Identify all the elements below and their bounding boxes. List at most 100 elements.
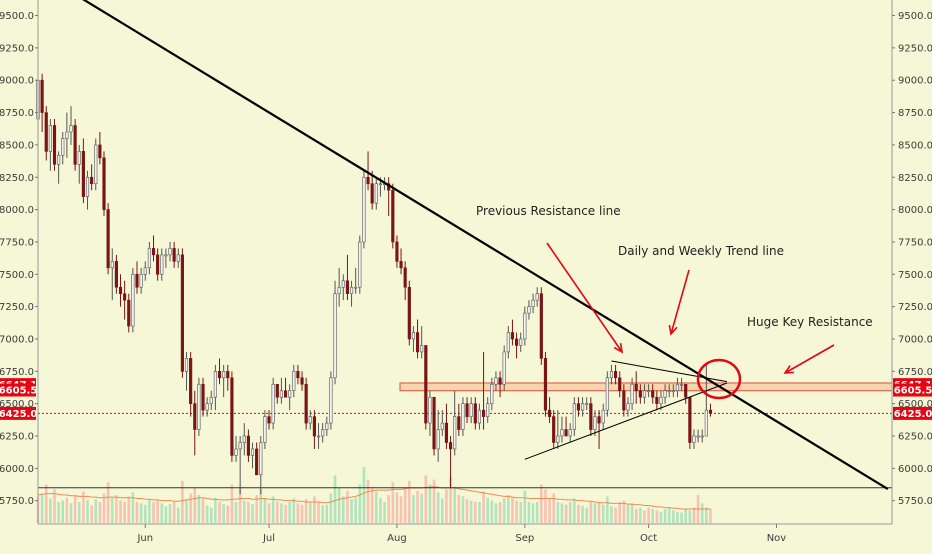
candle (622, 384, 626, 417)
candle (180, 248, 184, 378)
volume-bar (486, 497, 489, 523)
candle-body (424, 345, 428, 424)
candle-body (259, 442, 263, 476)
y-tick-label: 7250.0 (898, 302, 932, 313)
candle-body (312, 416, 316, 437)
candle-body (69, 125, 73, 133)
volume-bar (218, 502, 221, 523)
volume-bar (507, 495, 510, 523)
candle-body (523, 312, 527, 340)
volume-bar (214, 497, 217, 523)
volume-bar (511, 497, 514, 523)
candle (172, 241, 176, 268)
candle (288, 384, 292, 411)
candle (61, 131, 65, 165)
candle (40, 73, 44, 132)
candle (366, 151, 370, 191)
candle (539, 287, 543, 365)
candle (168, 241, 172, 262)
price-badge: 6605.5 (893, 383, 932, 397)
candle (292, 364, 296, 398)
candle-body (292, 371, 296, 392)
volume-bar (639, 507, 642, 523)
candle-body (395, 241, 399, 262)
candle-body (304, 383, 308, 424)
candle-body (391, 189, 395, 243)
candle-body (572, 403, 576, 430)
candle (370, 170, 374, 210)
y-tick-label: 5750.0 (0, 496, 34, 507)
candle-body (461, 403, 465, 430)
candle (527, 300, 531, 320)
y-tick-label: 5750.0 (898, 496, 932, 507)
arrow-head (783, 365, 795, 374)
volume-bar (688, 510, 692, 523)
candle-body (329, 377, 333, 424)
volume-bar (300, 504, 304, 523)
candle (81, 138, 85, 204)
volume-bar (395, 492, 399, 523)
candle (114, 254, 118, 294)
candle-body (354, 286, 358, 289)
candle-body (552, 416, 556, 443)
candle-body (531, 299, 535, 307)
y-tick-label: 6000.0 (0, 464, 34, 475)
price-badge-label: 6605.5 (894, 386, 932, 397)
candle (601, 403, 605, 430)
volume-bar (606, 496, 609, 523)
candle (618, 371, 622, 398)
candle-body (519, 338, 523, 346)
candle (230, 371, 234, 462)
candle (465, 397, 469, 424)
volume-bar (441, 498, 444, 523)
volume-bar (329, 493, 333, 523)
volume-bar (49, 498, 52, 523)
volume-bar (263, 497, 267, 523)
candle-body (543, 358, 548, 411)
candle-body (597, 416, 601, 424)
annotation-previous-resistance: Previous Resistance line (476, 204, 621, 218)
x-tick-label: Aug (387, 533, 407, 544)
candle (448, 436, 453, 488)
y-tick-label: 8500.0 (898, 140, 932, 151)
candle (477, 403, 482, 430)
candle-body (308, 416, 312, 424)
candle (502, 345, 506, 391)
candle-body (448, 442, 453, 450)
volume-bar (354, 497, 357, 523)
volume-bar (610, 506, 613, 523)
candle (118, 274, 123, 307)
volume-bar (684, 509, 687, 523)
candle (457, 403, 461, 437)
candle (704, 364, 708, 437)
candle-body (341, 280, 345, 288)
volume-bar (131, 492, 135, 523)
candle (490, 377, 494, 411)
arrow-shaft (670, 269, 690, 335)
y-tick-label: 9000.0 (898, 76, 932, 87)
candle-body (61, 138, 65, 156)
volume-bar (408, 481, 411, 523)
volume-bar (205, 505, 209, 523)
triangle-line (524, 382, 728, 460)
candle-body (230, 377, 234, 456)
candle-body (510, 332, 515, 340)
candle (498, 371, 502, 398)
volume-bar (185, 499, 188, 523)
candle (48, 119, 52, 171)
candle-body (156, 254, 160, 275)
y-tick-label: 6500.0 (898, 399, 932, 410)
volume-bar (82, 491, 85, 523)
candle-body (226, 371, 230, 379)
volume-bar (436, 492, 440, 523)
volume-bar (156, 500, 159, 523)
candle (250, 442, 255, 469)
candle (700, 429, 704, 443)
candle-body (197, 383, 201, 430)
volume-bar (370, 488, 374, 523)
candle-body (118, 286, 123, 294)
candle-body (399, 261, 403, 269)
candle (391, 183, 395, 249)
volume-bar (461, 496, 465, 523)
